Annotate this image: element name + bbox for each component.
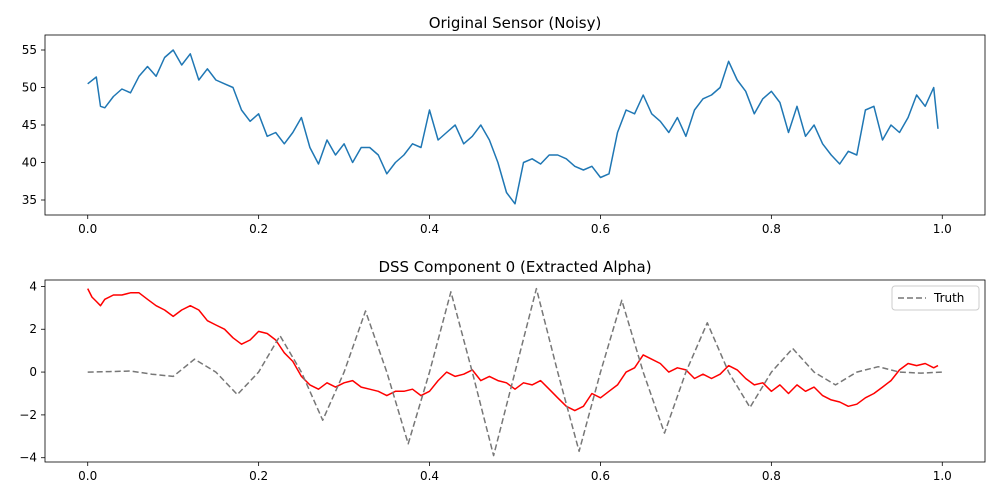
axis-ticks: 0.0 0.2 0.4 0.6 0.8 1.0 35 40 45 50 55: [22, 43, 952, 236]
chart-panel-dss: DSS Component 0 (Extracted Alpha) 0.0 0.2…: [19, 258, 986, 483]
y-tick-label: 45: [22, 118, 37, 132]
x-tick-label: 0.0: [78, 469, 97, 483]
axes-frame: [44, 279, 986, 463]
x-tick-label: 0.6: [591, 469, 610, 483]
y-tick-label: 4: [29, 279, 37, 293]
x-tick-label: 0.4: [420, 469, 439, 483]
series-line-0: [87, 288, 939, 412]
y-tick-label: 40: [22, 156, 37, 170]
y-tick-label: 35: [22, 193, 37, 207]
series-line-1: [87, 287, 943, 457]
y-tick-label: 0: [29, 365, 37, 379]
legend-frame: [891, 285, 980, 311]
chart-title: Original Sensor (Noisy): [429, 14, 602, 32]
axes-frame: [44, 34, 986, 216]
y-tick-label: −4: [19, 451, 37, 465]
x-tick-label: 0.2: [249, 469, 268, 483]
axis-ticks: 0.0 0.2 0.4 0.6 0.8 1.0 −4 −2 0 2 4: [19, 279, 952, 483]
x-tick-label: 0.0: [78, 222, 97, 236]
x-tick-label: 0.8: [762, 469, 781, 483]
y-tick-label: −2: [19, 408, 37, 422]
plot-area: [87, 287, 943, 457]
x-tick-label: 0.4: [420, 222, 439, 236]
series-line-0: [87, 49, 939, 205]
x-tick-label: 0.2: [249, 222, 268, 236]
x-tick-label: 1.0: [933, 469, 952, 483]
plot-area: [87, 49, 939, 205]
x-tick-label: 0.8: [762, 222, 781, 236]
chart-title: DSS Component 0 (Extracted Alpha): [378, 258, 651, 276]
legend-label: Truth: [933, 291, 964, 305]
y-tick-label: 2: [29, 322, 37, 336]
x-tick-label: 0.6: [591, 222, 610, 236]
legend: Truth: [891, 285, 980, 311]
x-tick-label: 1.0: [933, 222, 952, 236]
chart-panel-sensor: Original Sensor (Noisy) 0.0 0.2 0.4 0.6 0.8 1…: [22, 14, 986, 236]
y-tick-label: 55: [22, 43, 37, 57]
y-tick-label: 50: [22, 81, 37, 95]
